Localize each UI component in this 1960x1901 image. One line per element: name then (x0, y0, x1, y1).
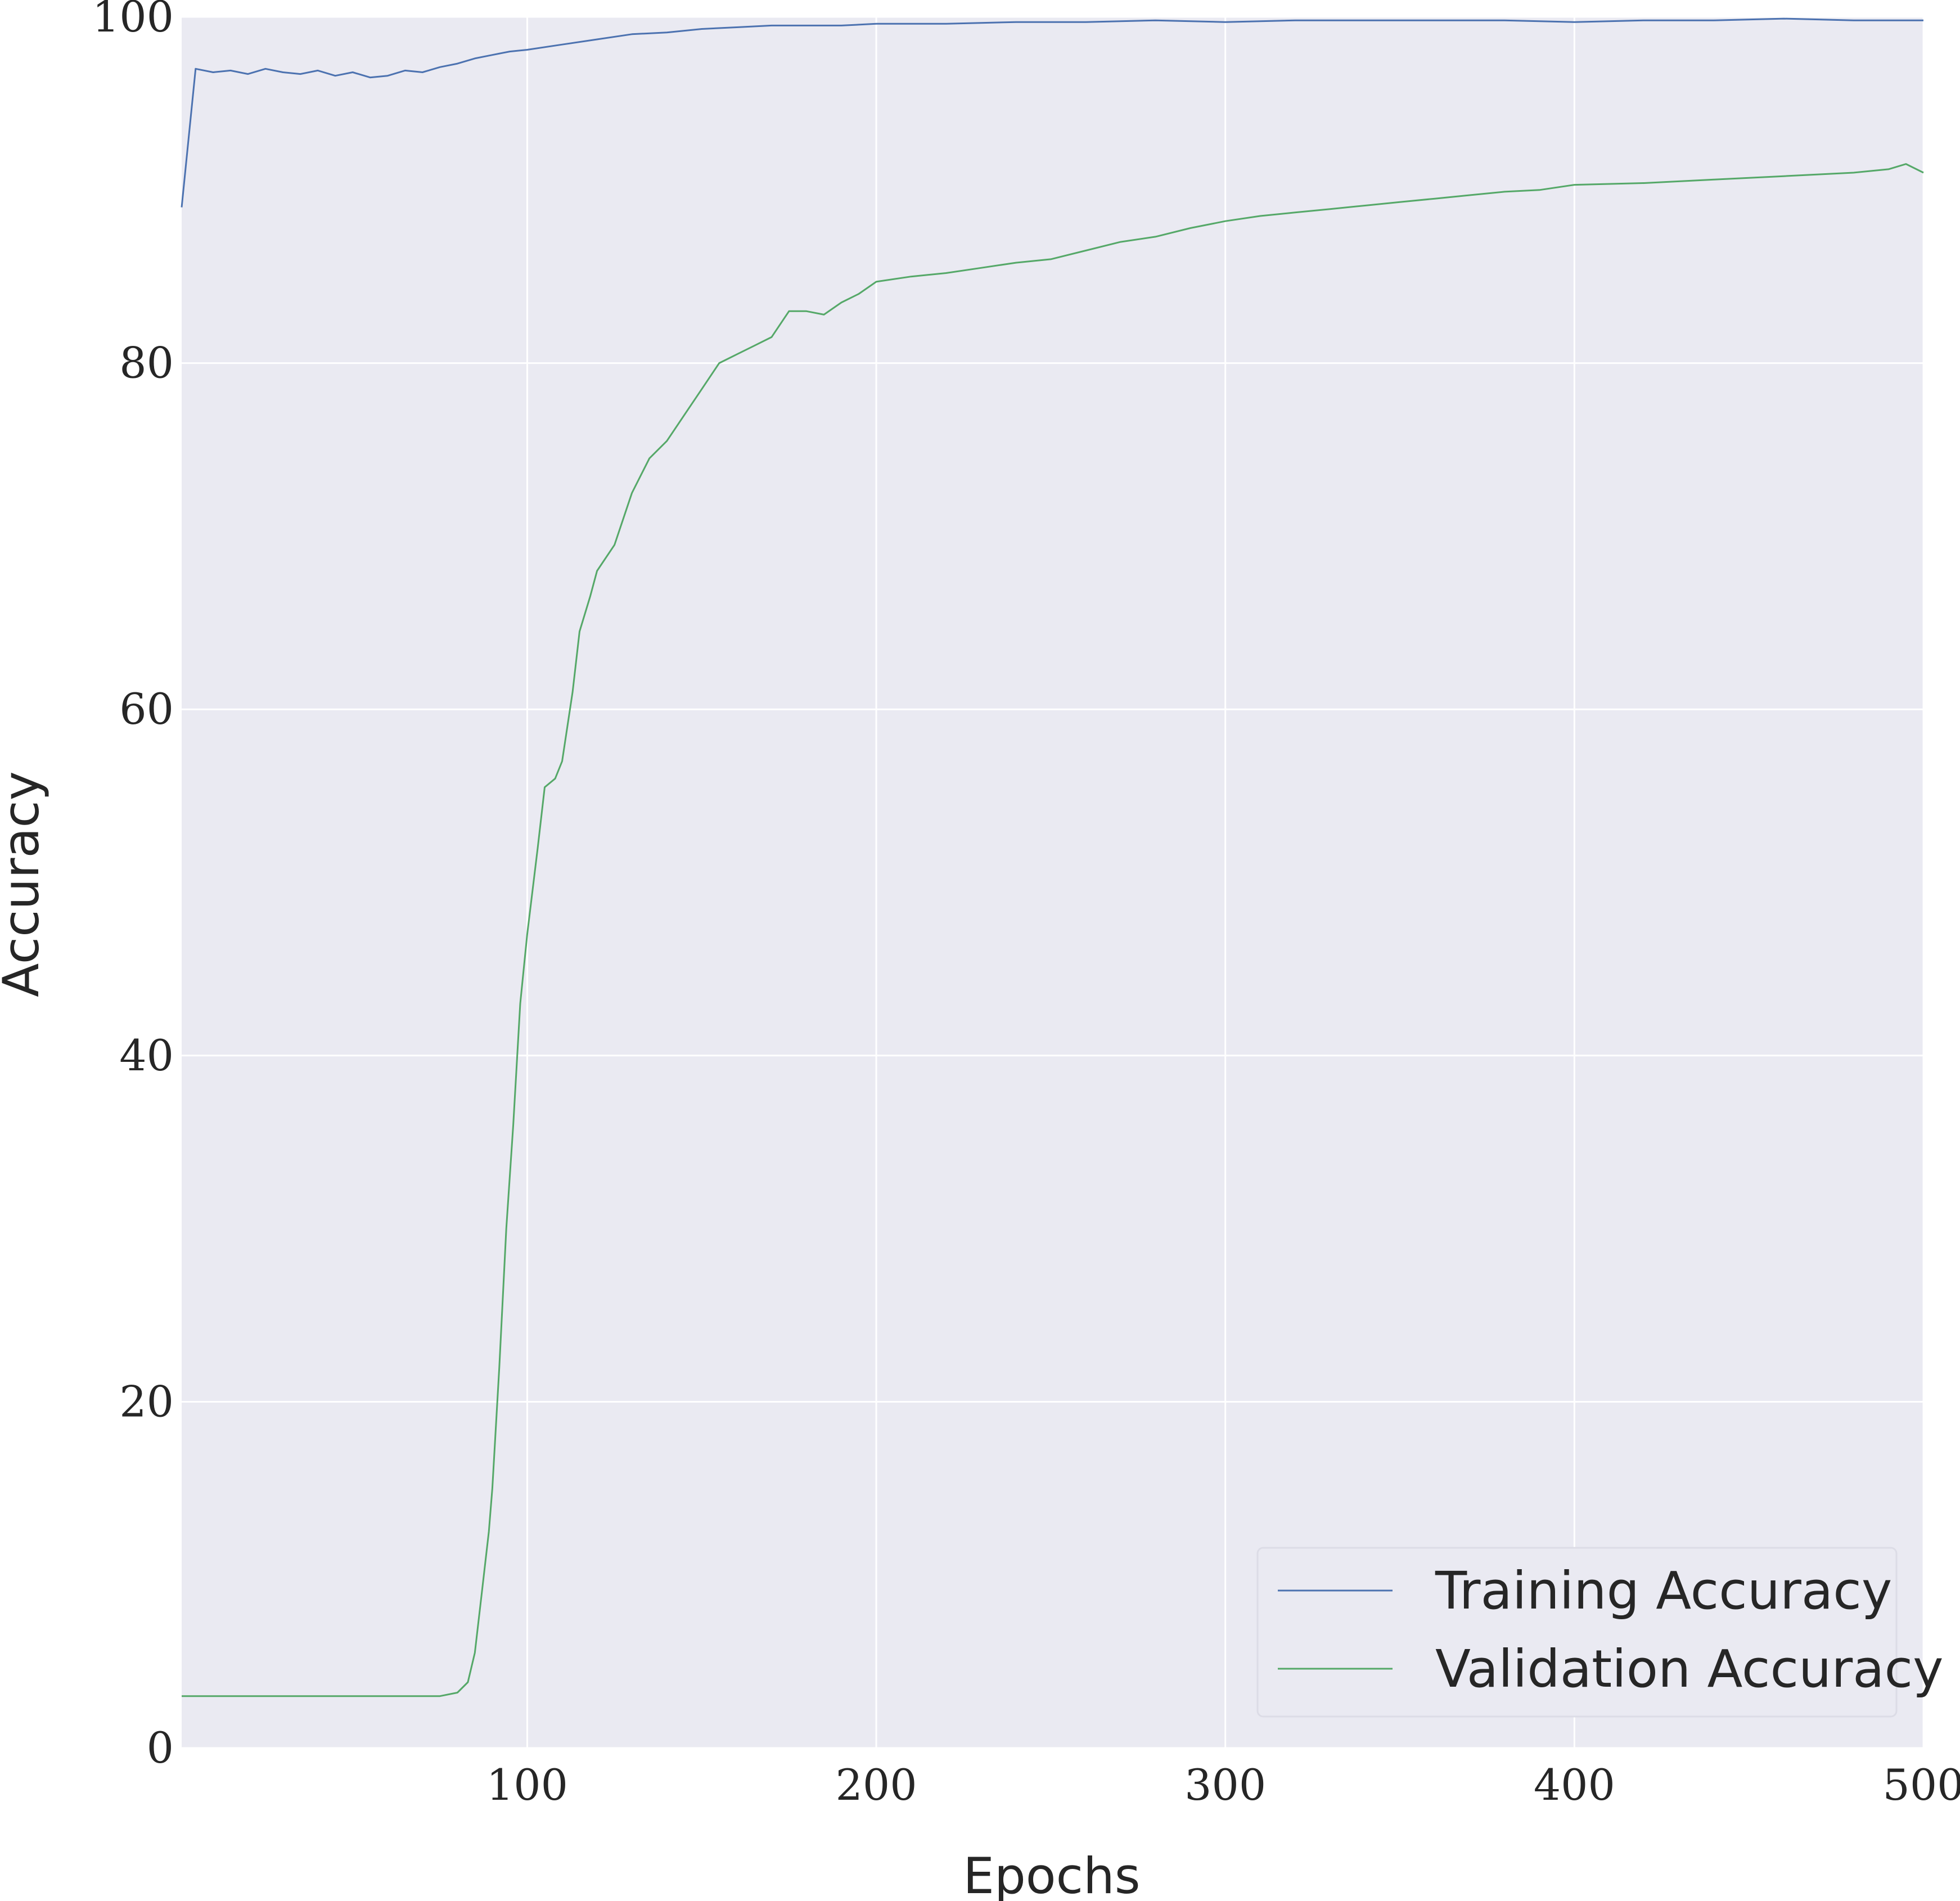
series-line-0 (181, 17, 1923, 208)
y-tick-label: 0 (147, 1723, 174, 1773)
x-tick-label: 100 (486, 1760, 568, 1810)
x-tick-label: 400 (1534, 1760, 1615, 1810)
x-tick-label: 300 (1184, 1760, 1266, 1810)
x-tick-label: 500 (1882, 1760, 1960, 1810)
grid-lines (182, 16, 1925, 1749)
legend-box (1256, 1547, 1898, 1718)
series-line-1 (182, 163, 1924, 1697)
y-tick-label: 40 (119, 1030, 174, 1080)
legend-label-training: Training Accuracy (1435, 1561, 1892, 1621)
legend: Training Accuracy Validation Accuracy (1256, 1547, 1944, 1718)
x-axis-title: Epochs (963, 1847, 1140, 1901)
y-tick-label: 60 (119, 684, 174, 734)
plot-background (182, 17, 1923, 1748)
y-tick-label: 80 (119, 338, 174, 388)
legend-label-validation: Validation Accuracy (1435, 1639, 1944, 1699)
series-lines (181, 17, 1924, 1697)
x-tick-label: 200 (836, 1760, 917, 1810)
y-tick-label: 100 (92, 0, 174, 42)
y-axis-title: Accuracy (0, 771, 50, 997)
tick-labels: 100 200 300 400 500 0 20 40 60 80 100 (92, 0, 1960, 1810)
y-tick-label: 20 (119, 1376, 174, 1426)
